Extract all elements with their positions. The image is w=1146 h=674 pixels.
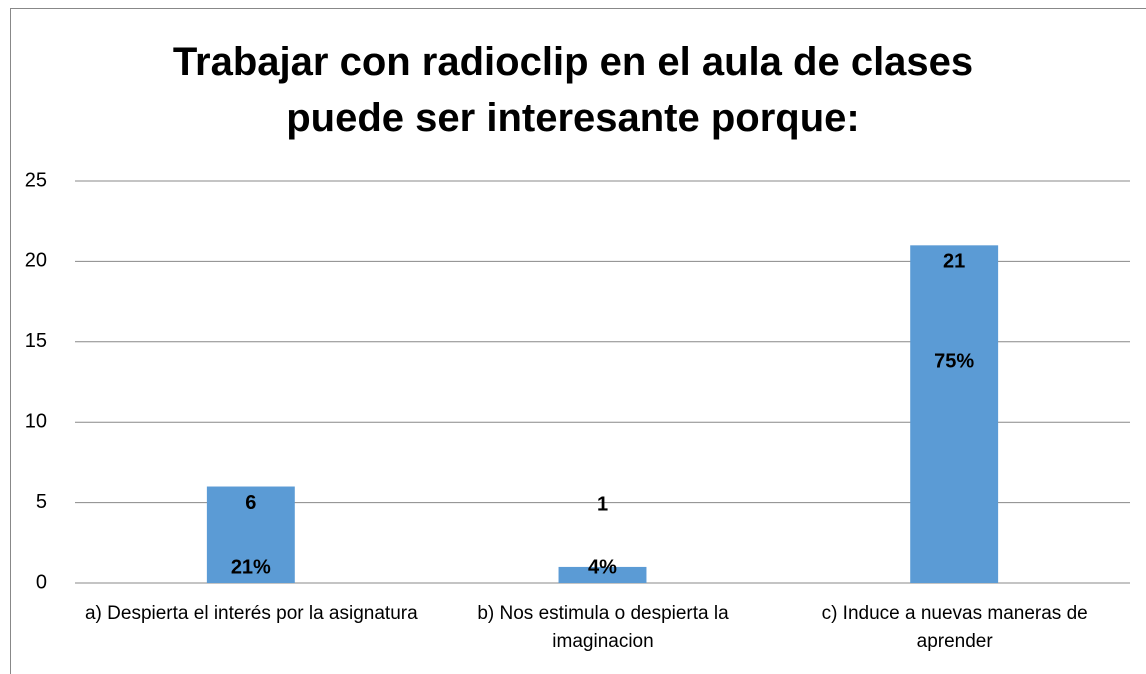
data-label: 21 [943,251,965,273]
y-tick-label: 25 [25,169,47,191]
y-tick-label: 20 [25,250,47,272]
x-tick-label: a) Despierta el interés por la asignatur… [84,603,418,624]
bar [206,486,295,583]
y-tick-label: 5 [36,491,47,513]
percent-label: 4% [588,556,617,578]
percent-label: 21% [231,556,271,578]
y-tick-label: 15 [25,330,47,352]
data-label: 1 [597,493,608,515]
chart-border [10,8,1146,674]
x-tick-label: b) Nos estimula o despierta la imaginaci… [477,603,729,652]
y-tick-label: 0 [36,571,47,593]
bar [910,245,999,583]
percent-label: 75% [934,351,974,373]
chart-title: Trabajar con radioclip en el aula de cla… [172,40,974,140]
bar [558,566,647,583]
y-tick-label: 10 [25,410,47,432]
x-tick-label: c) Induce a nuevas maneras de aprender [821,603,1088,652]
data-label: 6 [245,492,256,514]
